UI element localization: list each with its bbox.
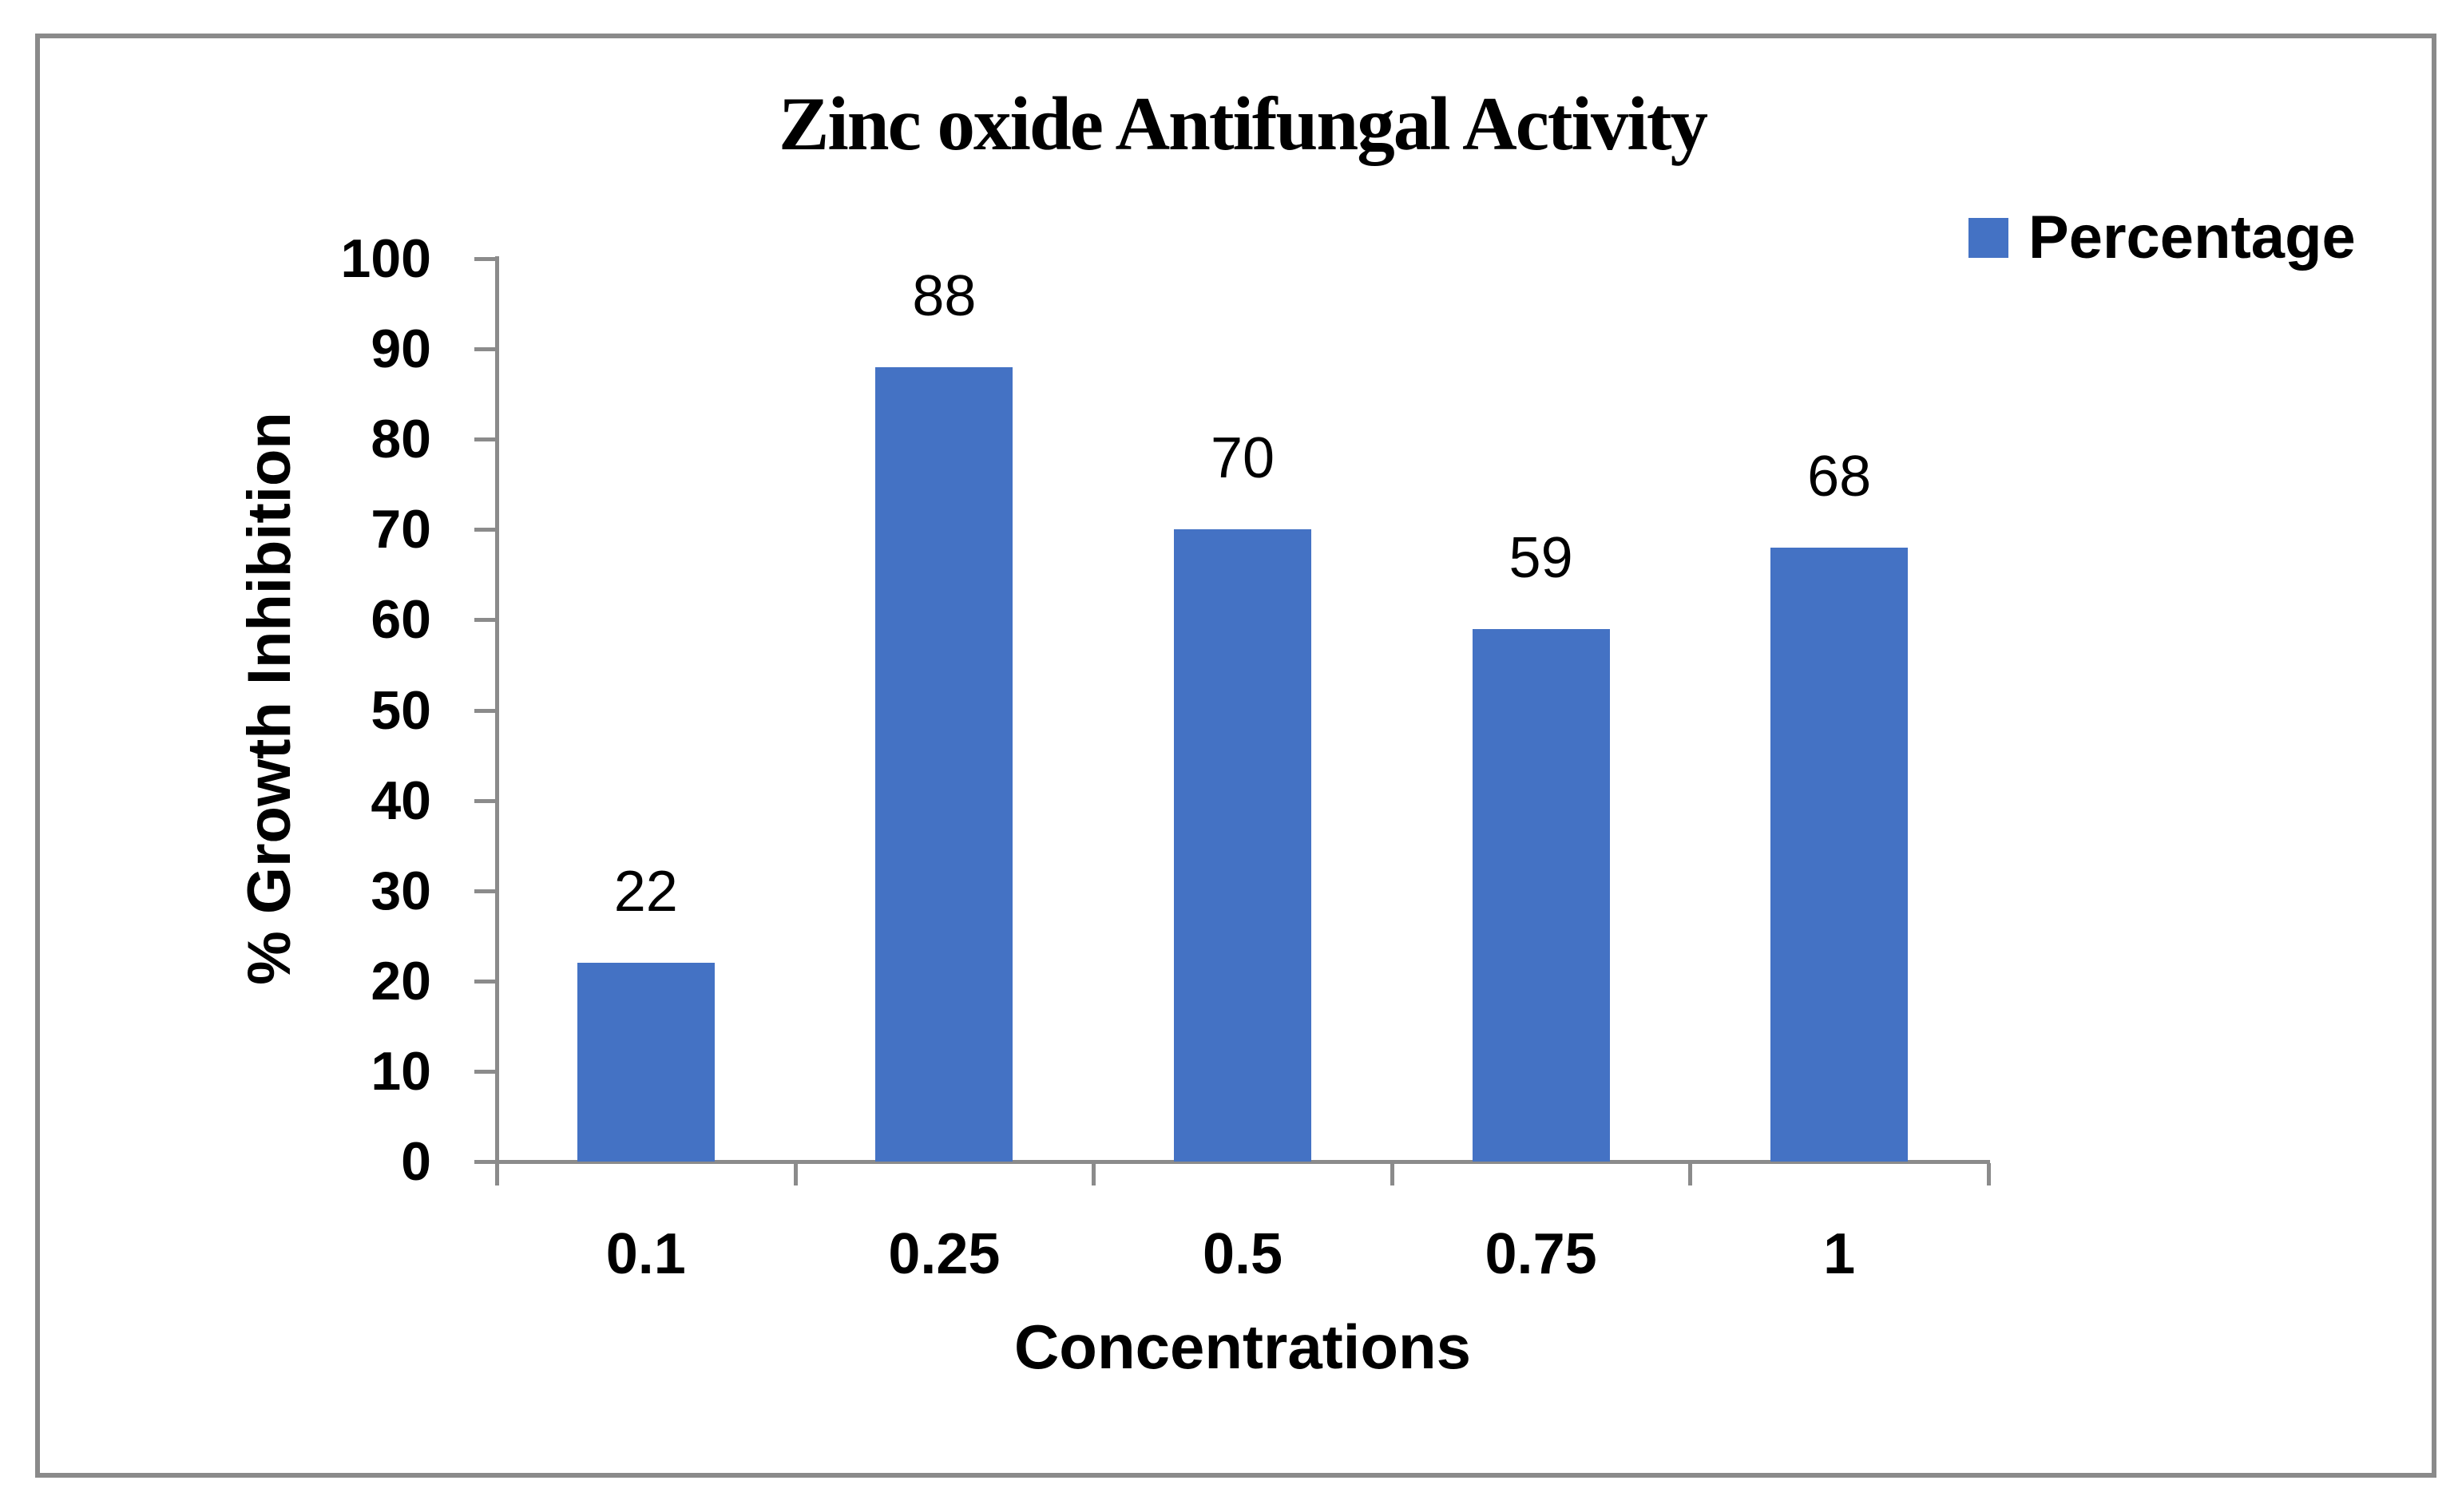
y-tick-label: 70 [371, 499, 431, 560]
y-tick-label: 10 [371, 1040, 431, 1102]
x-tick-label: 0.5 [1202, 1222, 1283, 1286]
y-tick-mark [474, 979, 497, 984]
bar-value-label: 70 [1210, 426, 1275, 491]
y-tick-mark [474, 708, 497, 713]
y-tick-mark [474, 1160, 497, 1164]
y-tick-label: 20 [371, 950, 431, 1011]
bar-value-label: 68 [1807, 444, 1872, 509]
y-tick-label: 80 [371, 409, 431, 470]
y-tick-mark [474, 618, 497, 623]
y-tick-mark [474, 347, 497, 352]
legend-label: Percentage [2028, 204, 2356, 271]
y-tick-label: 50 [371, 679, 431, 741]
legend-swatch-icon [1968, 218, 2008, 258]
bar [1770, 547, 1909, 1162]
chart-border [35, 34, 2436, 1478]
x-tick-label: 0.1 [605, 1222, 686, 1286]
x-tick-label: 0.25 [888, 1222, 1001, 1286]
y-tick-mark [474, 257, 497, 261]
y-tick-label: 90 [371, 319, 431, 380]
x-tick-label: 0.75 [1485, 1222, 1597, 1286]
x-tick-mark [1390, 1163, 1394, 1185]
y-tick-mark [474, 1069, 497, 1074]
bar-value-label: 22 [613, 860, 678, 924]
bar [1472, 628, 1610, 1162]
y-tick-label: 100 [340, 228, 431, 289]
y-tick-mark [474, 889, 497, 893]
y-tick-label: 60 [371, 589, 431, 651]
x-tick-mark [1987, 1163, 1991, 1185]
bar-value-label: 59 [1509, 525, 1573, 590]
bar-value-label: 88 [912, 263, 977, 328]
bar [1174, 529, 1311, 1162]
y-tick-label: 30 [371, 860, 431, 921]
x-axis-line [474, 1160, 1990, 1164]
x-axis-title: Concentrations [1013, 1312, 1472, 1382]
x-tick-label: 1 [1823, 1222, 1856, 1286]
x-tick-mark [495, 1163, 499, 1185]
chart-title: Zinc oxide Antifungal Activity [779, 81, 1708, 166]
legend: Percentage [1968, 204, 2356, 271]
x-tick-mark [1092, 1163, 1096, 1185]
y-axis-line [495, 256, 499, 1184]
y-tick-label: 0 [401, 1131, 431, 1192]
x-tick-mark [793, 1163, 798, 1185]
y-tick-label: 40 [371, 770, 431, 831]
y-tick-mark [474, 437, 497, 442]
x-tick-mark [1688, 1163, 1693, 1185]
bar [875, 366, 1013, 1162]
bar [577, 963, 715, 1162]
y-tick-mark [474, 528, 497, 532]
y-tick-mark [474, 798, 497, 803]
